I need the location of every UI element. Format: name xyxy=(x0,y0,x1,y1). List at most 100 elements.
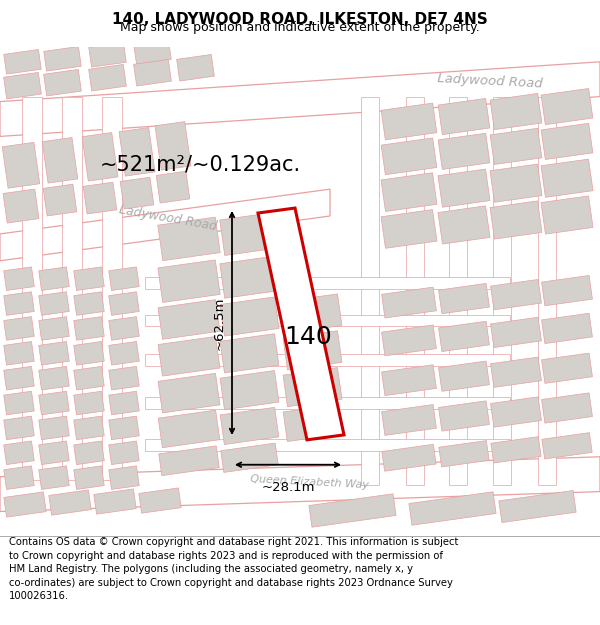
Polygon shape xyxy=(4,49,41,74)
Polygon shape xyxy=(119,127,155,176)
Polygon shape xyxy=(89,42,126,67)
Polygon shape xyxy=(145,314,510,326)
Polygon shape xyxy=(109,441,139,464)
Polygon shape xyxy=(156,171,190,203)
Polygon shape xyxy=(158,373,220,413)
Polygon shape xyxy=(309,494,396,528)
Polygon shape xyxy=(109,341,139,365)
Polygon shape xyxy=(39,441,69,464)
Polygon shape xyxy=(44,46,81,71)
Polygon shape xyxy=(4,72,41,99)
Polygon shape xyxy=(39,391,69,415)
Polygon shape xyxy=(438,169,490,208)
Polygon shape xyxy=(439,321,490,351)
Polygon shape xyxy=(382,287,436,318)
Polygon shape xyxy=(542,432,592,459)
Polygon shape xyxy=(382,404,436,436)
Text: Queen Elizabeth Way: Queen Elizabeth Way xyxy=(250,474,370,490)
Polygon shape xyxy=(82,132,118,181)
Polygon shape xyxy=(541,89,593,124)
Polygon shape xyxy=(102,97,122,479)
Polygon shape xyxy=(439,361,490,391)
Polygon shape xyxy=(542,353,592,383)
Text: 140, LADYWOOD ROAD, ILKESTON, DE7 4NS: 140, LADYWOOD ROAD, ILKESTON, DE7 4NS xyxy=(112,12,488,27)
Polygon shape xyxy=(409,492,496,525)
Polygon shape xyxy=(39,267,69,291)
Polygon shape xyxy=(94,489,136,514)
Polygon shape xyxy=(220,371,279,409)
Polygon shape xyxy=(542,276,592,306)
Polygon shape xyxy=(39,341,69,365)
Polygon shape xyxy=(39,466,69,489)
Polygon shape xyxy=(74,466,104,489)
Polygon shape xyxy=(221,443,278,472)
Polygon shape xyxy=(4,292,34,316)
Polygon shape xyxy=(158,217,220,261)
Polygon shape xyxy=(499,491,576,522)
Polygon shape xyxy=(2,142,40,188)
Polygon shape xyxy=(283,368,342,407)
Text: Map shows position and indicative extent of the property.: Map shows position and indicative extent… xyxy=(120,21,480,34)
Polygon shape xyxy=(134,39,171,64)
Polygon shape xyxy=(109,391,139,415)
Polygon shape xyxy=(491,318,541,348)
Polygon shape xyxy=(109,466,139,489)
Polygon shape xyxy=(491,357,541,388)
Polygon shape xyxy=(381,173,437,211)
Polygon shape xyxy=(449,97,467,484)
Polygon shape xyxy=(491,437,541,463)
Polygon shape xyxy=(158,260,220,302)
Polygon shape xyxy=(44,69,82,96)
Polygon shape xyxy=(491,397,541,427)
Polygon shape xyxy=(158,336,220,376)
Polygon shape xyxy=(89,64,127,91)
Polygon shape xyxy=(439,441,489,467)
Polygon shape xyxy=(159,446,219,476)
Polygon shape xyxy=(490,164,542,202)
Polygon shape xyxy=(258,208,344,440)
Polygon shape xyxy=(220,297,279,336)
Polygon shape xyxy=(0,189,330,261)
Polygon shape xyxy=(4,466,34,489)
Polygon shape xyxy=(145,397,510,409)
Polygon shape xyxy=(120,177,154,209)
Polygon shape xyxy=(4,441,34,464)
Polygon shape xyxy=(490,201,542,239)
Polygon shape xyxy=(541,159,593,198)
Polygon shape xyxy=(134,59,172,86)
Polygon shape xyxy=(39,317,69,340)
Polygon shape xyxy=(220,408,279,444)
Polygon shape xyxy=(541,123,593,159)
Polygon shape xyxy=(139,488,181,513)
Polygon shape xyxy=(4,341,34,365)
Polygon shape xyxy=(4,391,34,415)
Polygon shape xyxy=(220,213,279,256)
Text: Ladywood Road: Ladywood Road xyxy=(118,203,218,233)
Text: ~62.5m: ~62.5m xyxy=(213,296,226,350)
Text: Ladywood Road: Ladywood Road xyxy=(437,72,543,91)
Polygon shape xyxy=(158,300,220,339)
Polygon shape xyxy=(406,97,424,484)
Polygon shape xyxy=(220,334,279,373)
Polygon shape xyxy=(74,292,104,316)
Polygon shape xyxy=(4,366,34,390)
Polygon shape xyxy=(39,292,69,316)
Polygon shape xyxy=(438,98,490,134)
Polygon shape xyxy=(283,294,342,333)
Polygon shape xyxy=(22,97,42,479)
Polygon shape xyxy=(109,292,139,316)
Polygon shape xyxy=(74,391,104,415)
Polygon shape xyxy=(439,401,490,431)
Polygon shape xyxy=(541,196,593,234)
Text: ~28.1m: ~28.1m xyxy=(261,481,315,494)
Polygon shape xyxy=(220,256,279,298)
Polygon shape xyxy=(283,404,342,441)
Polygon shape xyxy=(493,97,511,484)
Polygon shape xyxy=(62,97,82,479)
Polygon shape xyxy=(381,138,437,175)
Polygon shape xyxy=(3,189,39,223)
Polygon shape xyxy=(4,267,34,291)
Polygon shape xyxy=(109,267,139,291)
Polygon shape xyxy=(145,277,510,289)
Polygon shape xyxy=(382,365,436,396)
